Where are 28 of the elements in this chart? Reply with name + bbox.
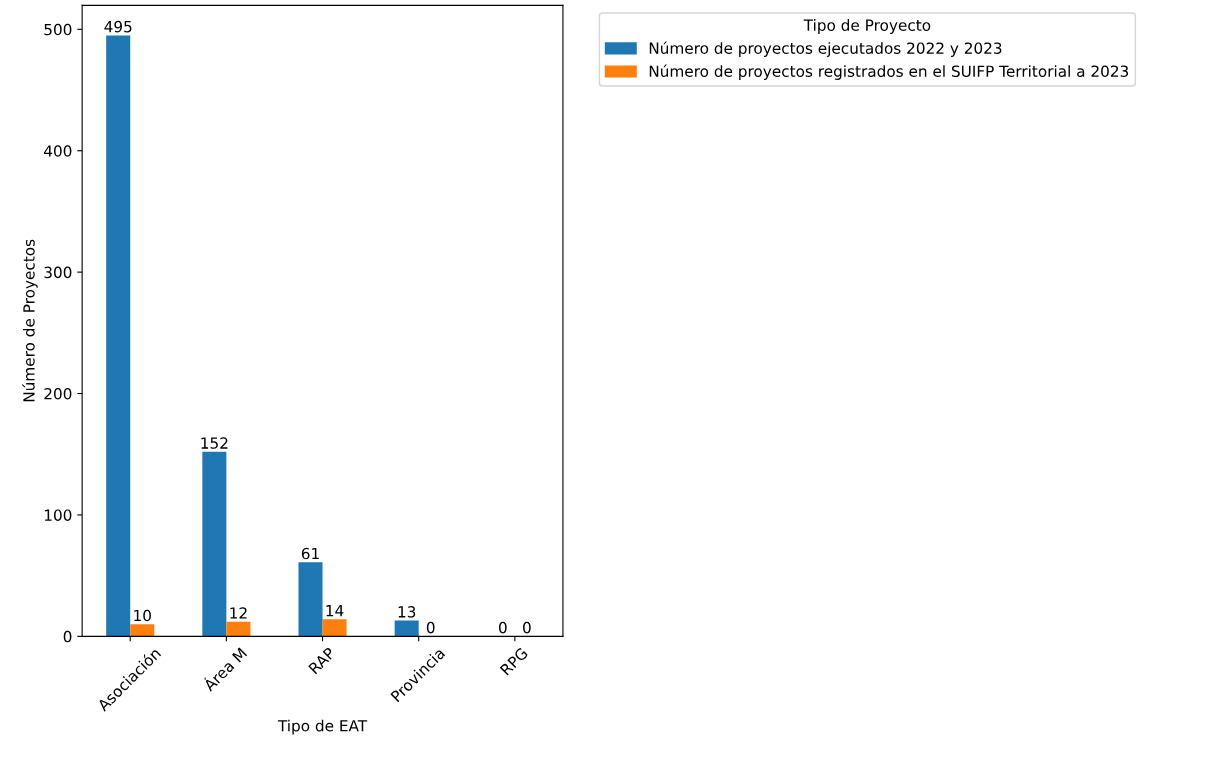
bar [202, 451, 227, 637]
x-axis-title: Tipo de EAT [277, 719, 368, 735]
data-label: 14 [326, 605, 344, 617]
data-label: 0 [523, 621, 531, 634]
data-label: 12 [230, 607, 247, 619]
y-tick-label: 100 [44, 509, 72, 521]
data-label: 152 [201, 437, 228, 449]
y-tick-label: 0 [63, 630, 72, 643]
data-label: 10 [134, 609, 151, 622]
y-tick-label: 300 [44, 266, 72, 279]
data-label: 495 [104, 20, 132, 33]
y-axis-title: Número de Proyectos [22, 239, 38, 402]
data-label: 0 [426, 621, 435, 634]
legend-label: Número de proyectos registrados en el SUIFP Territorial a 2023 [649, 64, 1129, 80]
legend-label: Número de proyectos ejecutados 2022 y 2023 [649, 41, 1002, 57]
bar [130, 624, 155, 637]
y-tick-label: 200 [44, 388, 72, 400]
bar [106, 35, 131, 637]
y-tick-label: 400 [44, 145, 72, 157]
bar [226, 621, 251, 637]
bar [298, 562, 323, 637]
bar [394, 620, 419, 637]
legend-title: Tipo de Proyecto [803, 19, 931, 34]
data-label: 61 [301, 547, 319, 560]
bar [322, 619, 347, 637]
data-label: 13 [398, 606, 416, 618]
y-tick-label: 500 [44, 23, 72, 36]
data-label: 0 [498, 621, 507, 634]
